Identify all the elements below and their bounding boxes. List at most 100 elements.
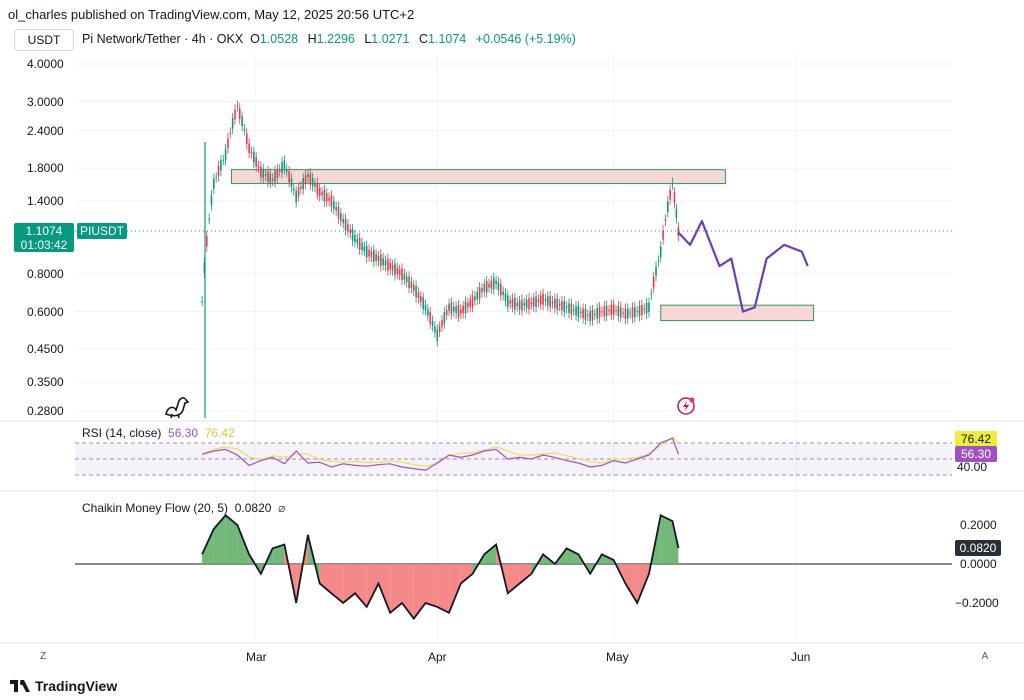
candle-body xyxy=(478,287,481,299)
candle-body xyxy=(631,307,634,318)
cmf-title: Chaikin Money Flow (20, 5) 0.0820 ⌀ xyxy=(82,501,285,515)
candle-body xyxy=(201,301,203,303)
candle-body xyxy=(302,178,305,190)
candle-body xyxy=(438,326,441,332)
candle-body xyxy=(255,157,257,167)
candle-body xyxy=(675,209,678,219)
candle-body xyxy=(276,168,279,178)
cmf-fill xyxy=(272,544,285,564)
indicator-settings-icon[interactable]: ⌀ xyxy=(278,501,286,515)
candle-body xyxy=(377,256,380,262)
candle-body xyxy=(460,309,462,314)
cmf-fill xyxy=(625,564,638,603)
candle-body xyxy=(375,253,377,261)
candle-body xyxy=(274,171,276,183)
candle-body xyxy=(535,296,537,308)
candle-body xyxy=(278,169,281,172)
candle-body xyxy=(469,299,472,307)
candle-body xyxy=(351,229,354,241)
cmf-fill xyxy=(519,564,532,584)
rsi-level-label: 40.00 xyxy=(957,460,988,474)
candle-body xyxy=(370,252,373,257)
cmf-title-text: Chaikin Money Flow (20, 5) xyxy=(82,501,229,515)
candle-body xyxy=(288,170,290,183)
candle-body xyxy=(577,306,580,317)
candle-body xyxy=(507,295,509,307)
candle-body xyxy=(321,192,323,196)
price-axis-label: 0.8000 xyxy=(27,267,64,281)
supply-demand-zone xyxy=(230,169,726,185)
candle-body xyxy=(236,105,239,107)
zoom-corner-button[interactable]: Z xyxy=(39,651,47,662)
rsi-ma-tag: 76.42 xyxy=(955,431,997,447)
candle-body xyxy=(509,300,511,304)
candle-body xyxy=(655,266,657,276)
legend-l-label: L xyxy=(364,32,372,46)
candle-body xyxy=(584,308,587,320)
candle-body xyxy=(455,306,457,314)
candle-body xyxy=(382,258,384,265)
cmf-fill xyxy=(425,564,438,607)
last-price-tag: 1.1074 01:03:42 xyxy=(14,223,74,252)
candle-body xyxy=(290,178,293,188)
candle-body xyxy=(443,312,446,324)
candle-body xyxy=(257,166,260,168)
candle-body xyxy=(648,302,650,313)
candle-body xyxy=(518,300,521,310)
candle-body xyxy=(659,246,662,258)
zones xyxy=(230,169,815,322)
candle-body xyxy=(474,296,476,301)
candle-body xyxy=(664,219,667,221)
time-label-apr: Apr xyxy=(428,650,447,664)
candle-body xyxy=(403,273,406,280)
cmf-fill xyxy=(437,564,450,613)
candle-body xyxy=(304,175,307,184)
cmf-value-tag: 0.0820 xyxy=(955,540,1001,556)
legend-c-label: C xyxy=(419,32,429,46)
candle-body xyxy=(450,302,453,315)
candle-body xyxy=(605,305,608,316)
candle-body xyxy=(325,193,328,202)
candle-body xyxy=(558,303,561,306)
candle-body xyxy=(401,268,403,281)
symbol-button[interactable]: USDT xyxy=(14,29,74,51)
candle-body xyxy=(269,173,272,183)
candle-body xyxy=(568,303,570,313)
candle-body xyxy=(582,308,584,319)
cmf-fill xyxy=(660,515,673,564)
cmf-axis-label-1: 0.2000 xyxy=(960,518,997,532)
candle-body xyxy=(601,311,603,313)
candle-body xyxy=(579,311,582,313)
candle-body xyxy=(547,296,549,306)
candle-body xyxy=(323,189,326,202)
auto-scale-button[interactable]: A xyxy=(981,651,989,662)
cmf-fill xyxy=(566,548,579,564)
candle-body xyxy=(462,305,464,314)
candle-body xyxy=(530,301,533,305)
price-axis-label: 0.2800 xyxy=(27,404,64,418)
candle-body xyxy=(408,276,410,289)
projection-line xyxy=(677,220,809,313)
candle-body xyxy=(612,304,615,315)
candle-body xyxy=(328,197,330,201)
legend-low: 1.0271 xyxy=(371,32,410,46)
candle-body xyxy=(591,309,594,321)
cmf-line xyxy=(201,513,680,621)
candle-body xyxy=(608,310,610,312)
candle-body xyxy=(210,195,213,206)
legend-open: 1.0528 xyxy=(259,32,299,46)
candle-body xyxy=(467,302,469,308)
dino-icon-body xyxy=(165,397,190,417)
candle-body xyxy=(283,160,286,170)
candle-body xyxy=(502,291,504,296)
candle-body xyxy=(516,302,519,306)
candle-body xyxy=(391,264,394,271)
flash-event-icon xyxy=(677,397,695,415)
candle-body xyxy=(525,299,528,309)
candle-body xyxy=(220,160,222,171)
last-price-value: 1.1074 xyxy=(25,224,63,238)
candle-body xyxy=(626,308,629,319)
candle-body xyxy=(445,309,448,316)
candle-body xyxy=(429,312,432,324)
